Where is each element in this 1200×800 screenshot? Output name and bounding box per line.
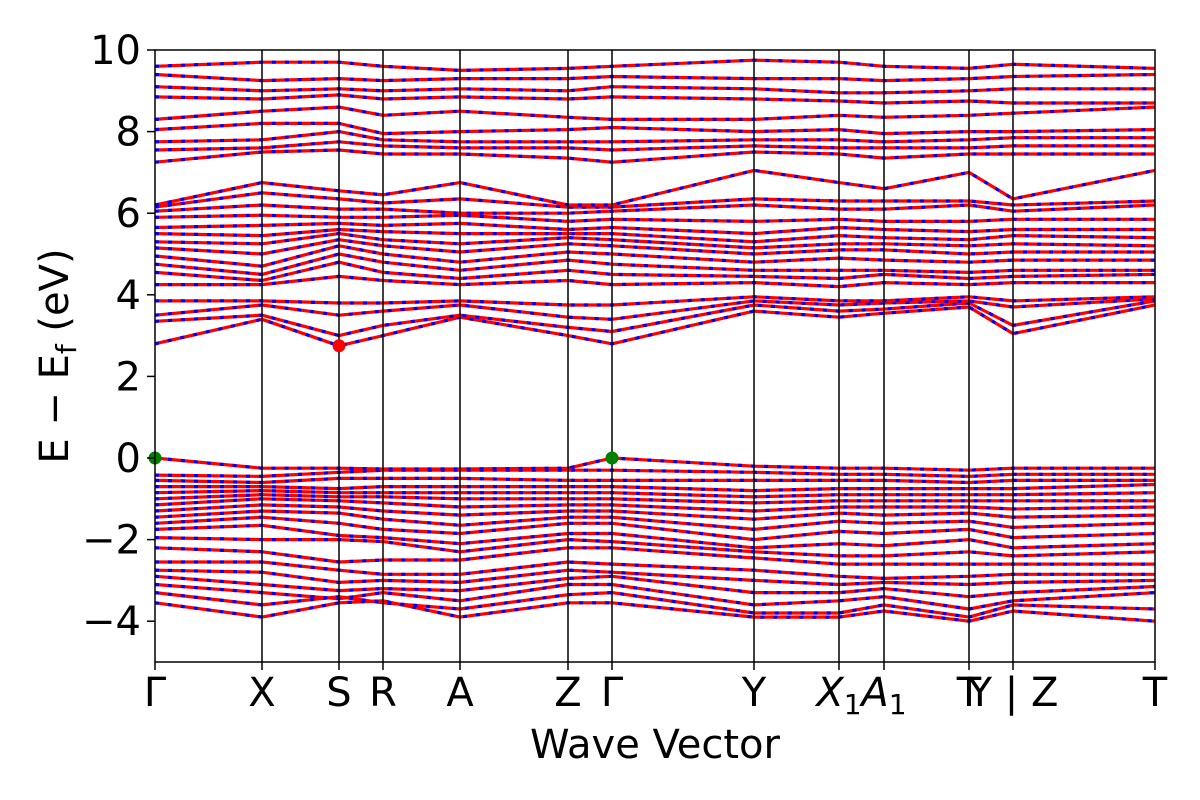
- x-tick-label-1: X: [248, 670, 275, 716]
- band-39-spin-up: [155, 105, 1155, 122]
- x-tick-label-0: Γ: [144, 670, 167, 716]
- x-tick-label-3: R: [369, 670, 397, 716]
- x-tick-label-7: Y: [741, 670, 767, 716]
- y-tick-label-6: 8: [116, 110, 141, 156]
- y-axis-label: E − Ef (eV): [32, 248, 83, 463]
- x-tick-label-4: A: [446, 670, 474, 716]
- vbm-marker-1: [605, 451, 619, 465]
- y-tick-label-5: 6: [116, 191, 141, 237]
- x-tick-label-12: T: [1142, 670, 1168, 716]
- band-17-spin-up: [155, 468, 1155, 478]
- x-tick-label-11: Y | Z: [967, 670, 1059, 716]
- band-18-spin-up: [155, 456, 1155, 472]
- band-35-spin-up: [155, 148, 1155, 164]
- x-axis-label: Wave Vector: [530, 722, 781, 768]
- x-tick-label-8: X1: [814, 670, 861, 721]
- y-axis-ticks: −4 −2 0 2 4 6 8 10: [82, 28, 155, 645]
- band-43-spin-up: [155, 58, 1155, 73]
- band-38-spin-up: [155, 121, 1155, 136]
- y-axis-label-sub: f: [50, 343, 83, 354]
- x-tick-label-6: Γ: [601, 670, 624, 716]
- bands-layer: [155, 58, 1155, 623]
- band-16-spin-up: [155, 476, 1155, 485]
- y-tick-label-2: 0: [116, 436, 141, 482]
- x-tick-label-10: T: [956, 670, 982, 716]
- y-tick-label-3: 2: [116, 354, 141, 400]
- band-42-spin-up: [155, 72, 1155, 83]
- band-31-spin-up: [155, 213, 1155, 223]
- band-36-spin-up: [155, 140, 1155, 152]
- y-tick-label-7: 10: [90, 28, 141, 74]
- band-40-spin-up: [155, 93, 1155, 105]
- band-15-spin-up: [155, 482, 1155, 493]
- y-axis-label-main: E − E: [32, 354, 78, 464]
- plot-frame: [154, 49, 1156, 663]
- kpoint-lines: [261, 50, 1014, 662]
- cbm-marker-2: [332, 339, 346, 353]
- x-tick-label-5: Z: [554, 670, 581, 716]
- y-tick-label-1: −2: [82, 518, 141, 564]
- y-axis-label-unit: (eV): [32, 248, 78, 344]
- band-41-spin-up: [155, 85, 1155, 95]
- band-32-spin-up: [155, 203, 1155, 215]
- x-tick-label-9: A1: [858, 670, 906, 721]
- band-22-spin-up: [155, 295, 1155, 307]
- y-tick-label-0: −4: [82, 599, 141, 645]
- y-tick-label-4: 4: [116, 273, 141, 319]
- x-tick-label-2: S: [326, 670, 351, 716]
- band-34-spin-up: [155, 168, 1155, 207]
